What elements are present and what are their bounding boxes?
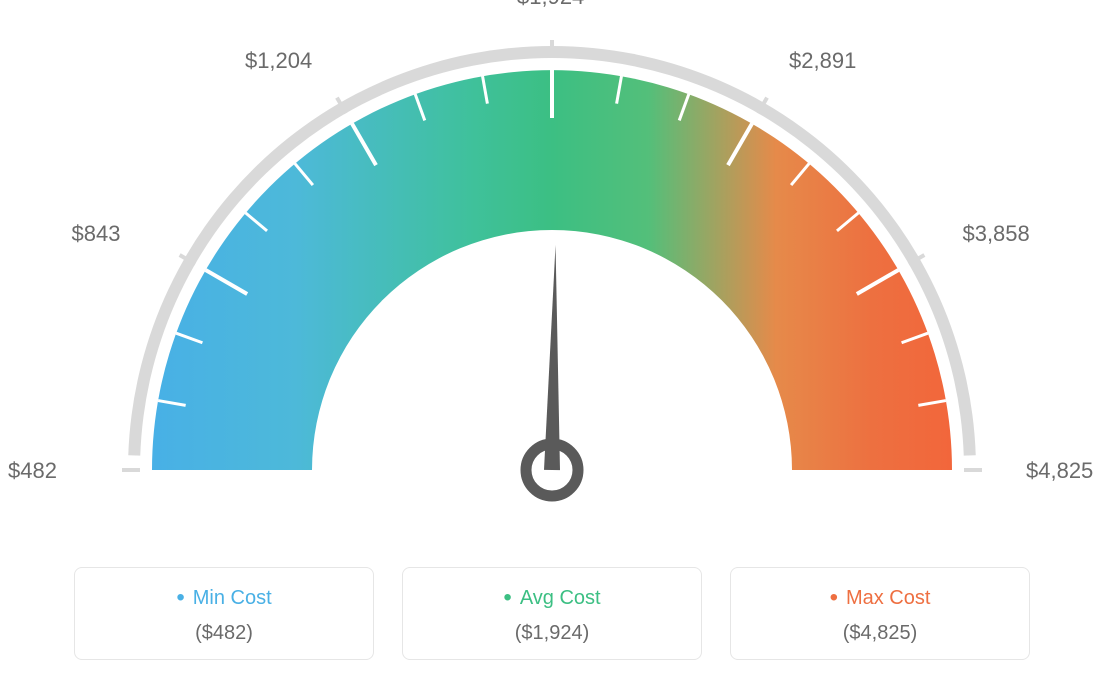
legend-value-min: ($482) [85, 622, 363, 645]
legend-title-max: Max Cost [741, 584, 1019, 612]
gauge-tick-label: $482 [8, 458, 57, 484]
gauge-tick-label: $1,924 [517, 0, 584, 10]
legend-card-max: Max Cost ($4,825) [730, 567, 1030, 660]
legend-card-min: Min Cost ($482) [74, 567, 374, 660]
legend-row: Min Cost ($482) Avg Cost ($1,924) Max Co… [0, 567, 1104, 660]
legend-value-avg: ($1,924) [413, 622, 691, 645]
cost-gauge: $482 $843 $1,204 $1,924 $2,891 $3,858 $4,825 [0, 0, 1104, 560]
gauge-tick-label: $843 [72, 221, 121, 247]
gauge-tick-label: $4,825 [1026, 458, 1093, 484]
legend-title-avg: Avg Cost [413, 584, 691, 612]
gauge-tick-label: $2,891 [789, 48, 856, 74]
legend-value-max: ($4,825) [741, 622, 1019, 645]
gauge-tick-label: $1,204 [245, 48, 312, 74]
legend-title-min: Min Cost [85, 584, 363, 612]
gauge-tick-label: $3,858 [962, 221, 1029, 247]
legend-card-avg: Avg Cost ($1,924) [402, 567, 702, 660]
gauge-svg [0, 0, 1104, 560]
